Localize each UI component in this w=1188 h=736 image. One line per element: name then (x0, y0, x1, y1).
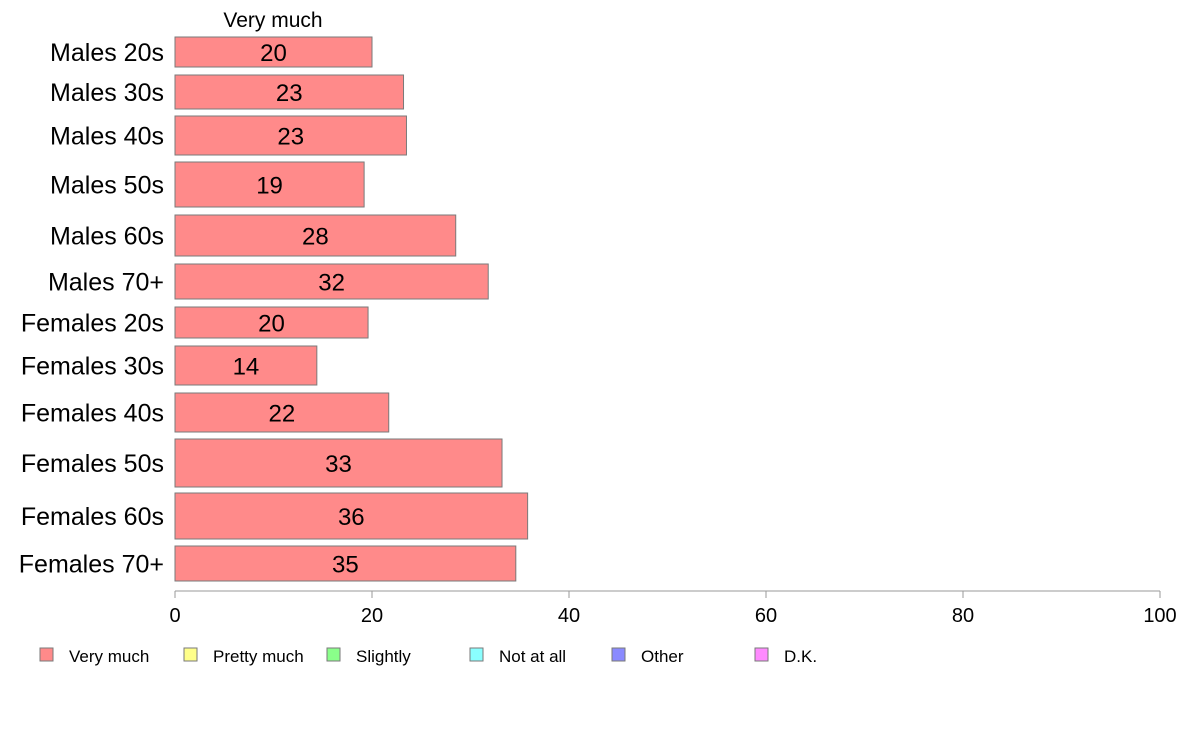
legend-swatch (326, 647, 341, 662)
x-tick-label: 20 (361, 605, 383, 627)
legend-swatch (39, 647, 54, 662)
legend-swatch (469, 647, 484, 662)
category-label: Females 20s (21, 310, 164, 338)
x-tick-label: 60 (755, 605, 777, 627)
legend-label: Other (641, 647, 684, 666)
category-label: Males 30s (50, 79, 164, 107)
bar (174, 74, 405, 110)
legend-label: Pretty much (213, 647, 304, 666)
category-label: Males 50s (50, 172, 164, 200)
category-label: Females 30s (21, 353, 164, 381)
column-header-label: Very much (223, 9, 322, 32)
legend-label: Not at all (499, 647, 566, 666)
legend-swatch (183, 647, 198, 662)
bar-value-label: 14 (233, 354, 260, 381)
legend-label: Slightly (356, 647, 411, 666)
x-tick-label: 100 (1143, 605, 1176, 627)
legend-swatch (754, 647, 769, 662)
bar (174, 214, 457, 257)
bar (174, 306, 369, 339)
x-tick-label: 40 (558, 605, 580, 627)
x-tick-label: 80 (952, 605, 974, 627)
bar-value-label: 22 (269, 401, 296, 428)
bar-value-label: 32 (318, 270, 345, 297)
legend-label: Very much (69, 647, 149, 666)
bar (174, 345, 318, 386)
category-label: Males 70+ (48, 269, 164, 297)
legend: Very much Pretty much Slightly Not at all Ot… (39, 647, 817, 666)
bars-group: Males 20s 20 Males 30s 23 Males 40s 23 Males 5… (19, 36, 529, 582)
category-label: Females 40s (21, 400, 164, 428)
bar-value-label: 20 (258, 311, 285, 338)
bar (174, 392, 390, 433)
category-label: Females 60s (21, 503, 164, 531)
bar-value-label: 19 (256, 173, 283, 200)
category-label: Males 20s (50, 39, 164, 67)
bar (174, 545, 517, 582)
category-label: Males 60s (50, 223, 164, 251)
bar-value-label: 23 (276, 80, 303, 107)
bar (174, 438, 503, 488)
bar (174, 492, 529, 540)
x-tick-label: 0 (169, 605, 180, 627)
x-axis: 0 20 40 60 80 100 (169, 590, 1177, 627)
bar-value-label: 23 (277, 124, 304, 151)
bar (174, 263, 489, 300)
bar (174, 115, 407, 156)
legend-label: D.K. (784, 647, 817, 666)
category-label: Males 40s (50, 123, 164, 151)
bar-value-label: 36 (338, 504, 365, 531)
bar-value-label: 28 (302, 224, 329, 251)
bar (174, 161, 365, 208)
bar-value-label: 20 (260, 40, 287, 67)
bar (174, 36, 373, 68)
category-label: Females 70+ (19, 551, 164, 579)
bar-value-label: 33 (325, 451, 352, 478)
bar-value-label: 35 (332, 552, 359, 579)
legend-swatch (611, 647, 626, 662)
category-label: Females 50s (21, 450, 164, 478)
